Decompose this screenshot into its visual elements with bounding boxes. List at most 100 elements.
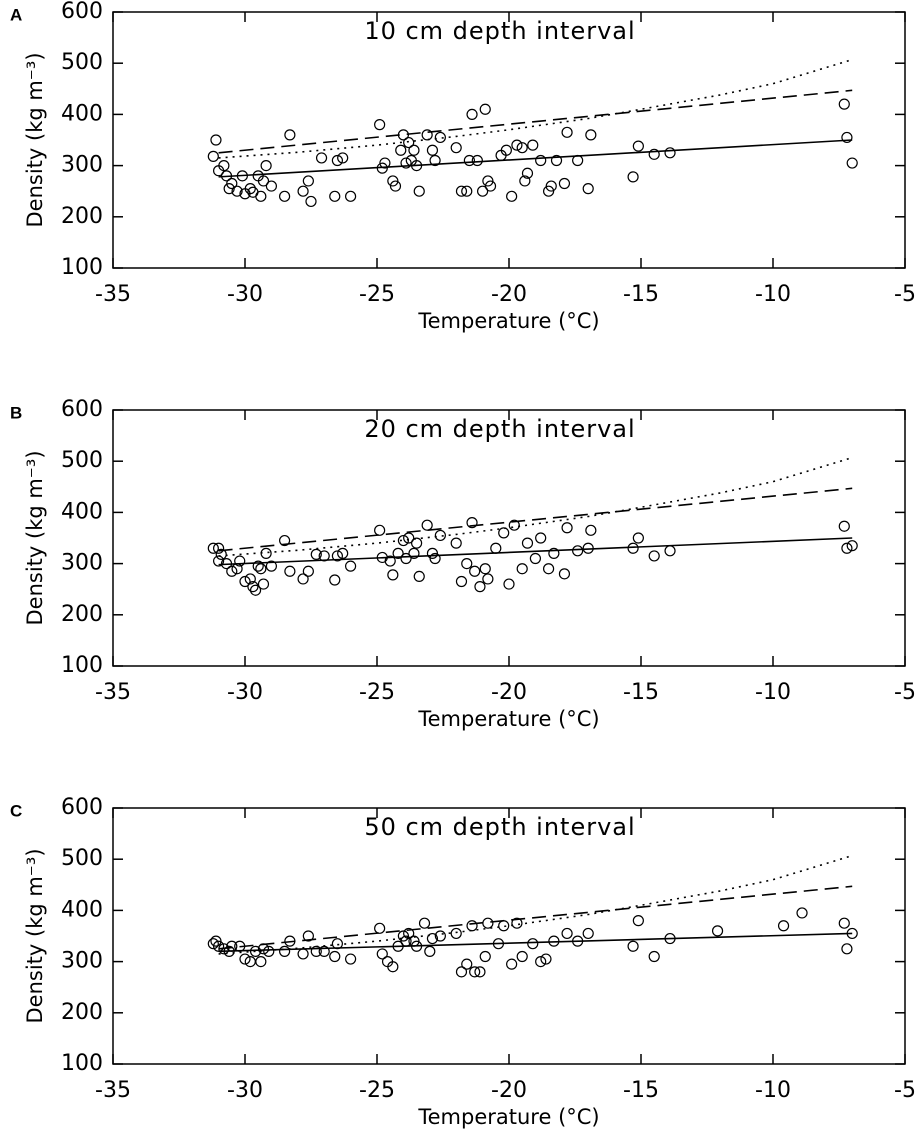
- data-point: [846, 540, 858, 552]
- data-point: [429, 552, 441, 565]
- x-tick-label: -25: [359, 1078, 395, 1103]
- data-point: [582, 183, 594, 195]
- data-point: [516, 950, 528, 963]
- panel-title: 50 cm depth interval: [364, 813, 635, 841]
- data-point: [397, 930, 409, 942]
- data-point: [477, 185, 489, 197]
- data-point: [255, 955, 267, 968]
- data-point: [207, 938, 219, 950]
- x-tick-label: -25: [359, 282, 395, 307]
- data-point: [466, 517, 478, 529]
- data-point: [265, 560, 277, 572]
- data-point: [627, 171, 639, 183]
- data-point: [535, 154, 547, 167]
- x-tick-label: -5: [894, 1078, 916, 1103]
- data-point: [265, 180, 277, 192]
- data-point: [331, 550, 343, 562]
- fit-line: [218, 89, 853, 154]
- data-point: [519, 175, 531, 187]
- data-point: [841, 542, 853, 554]
- data-point: [535, 955, 547, 968]
- data-point: [545, 180, 557, 192]
- data-point: [572, 545, 584, 557]
- data-point: [421, 519, 433, 531]
- x-tick-label: -15: [623, 1078, 659, 1103]
- data-point: [239, 575, 251, 588]
- y-tick-label: 300: [61, 153, 103, 178]
- x-tick-label: -5: [894, 282, 916, 307]
- data-point: [329, 190, 341, 202]
- data-point: [345, 953, 357, 965]
- data-point: [521, 167, 534, 179]
- data-point: [408, 547, 420, 559]
- data-point: [255, 190, 267, 202]
- data-point: [215, 548, 227, 560]
- x-tick-label: -10: [755, 282, 791, 307]
- data-point: [498, 920, 510, 932]
- x-tick-label: -35: [95, 680, 131, 705]
- data-point: [434, 529, 446, 542]
- data-point: [474, 966, 486, 978]
- data-point: [648, 148, 660, 160]
- x-tick-label: -30: [227, 1078, 263, 1103]
- data-point: [379, 157, 391, 169]
- data-point: [838, 98, 850, 110]
- data-point: [516, 142, 528, 154]
- data-point: [664, 545, 676, 557]
- x-tick-label: -15: [623, 282, 659, 307]
- data-point: [506, 190, 518, 202]
- data-point: [550, 154, 563, 167]
- data-point: [479, 950, 491, 963]
- data-point: [392, 547, 404, 559]
- plot-frame: [112, 11, 906, 269]
- data-point: [257, 578, 270, 590]
- data-point: [500, 144, 512, 156]
- y-tick-label: 400: [61, 101, 103, 126]
- data-point: [207, 542, 219, 554]
- data-point: [469, 966, 481, 978]
- data-point: [213, 542, 225, 554]
- y-tick-label: 600: [61, 795, 103, 820]
- data-point: [249, 584, 262, 596]
- plot-frame: [112, 409, 906, 667]
- data-point: [490, 542, 502, 554]
- data-point: [279, 534, 291, 547]
- data-point: [498, 527, 510, 539]
- data-point: [461, 185, 473, 197]
- data-point: [302, 930, 314, 942]
- data-point: [424, 945, 436, 957]
- data-point: [239, 953, 251, 965]
- x-tick-label: -15: [623, 680, 659, 705]
- y-tick-label: 100: [61, 653, 103, 678]
- data-point: [474, 581, 486, 593]
- data-point: [455, 966, 468, 978]
- data-point: [511, 917, 523, 929]
- y-tick-label: 500: [61, 448, 103, 473]
- data-point: [542, 563, 555, 575]
- data-point: [664, 147, 676, 159]
- data-point: [244, 573, 256, 585]
- y-axis-label: Density (kg m⁻³): [23, 848, 47, 1023]
- data-point: [400, 552, 412, 565]
- y-tick-label: 400: [61, 499, 103, 524]
- data-point: [210, 134, 222, 146]
- data-point: [516, 563, 528, 575]
- data-point: [244, 183, 256, 195]
- y-tick-label: 300: [61, 551, 103, 576]
- data-point: [252, 560, 264, 572]
- data-point: [302, 565, 314, 577]
- x-tick-label: -20: [491, 282, 527, 307]
- x-axis-label: Temperature (°C): [417, 707, 599, 731]
- data-point: [310, 548, 322, 560]
- data-point: [838, 917, 850, 929]
- y-tick-label: 500: [61, 846, 103, 871]
- data-point: [345, 560, 357, 572]
- data-point: [376, 948, 388, 960]
- data-point: [455, 185, 468, 197]
- x-tick-label: -5: [894, 680, 916, 705]
- data-point: [572, 154, 584, 167]
- data-point: [426, 144, 439, 156]
- data-point: [403, 532, 415, 544]
- data-point: [387, 569, 399, 581]
- y-tick-label: 200: [61, 204, 103, 229]
